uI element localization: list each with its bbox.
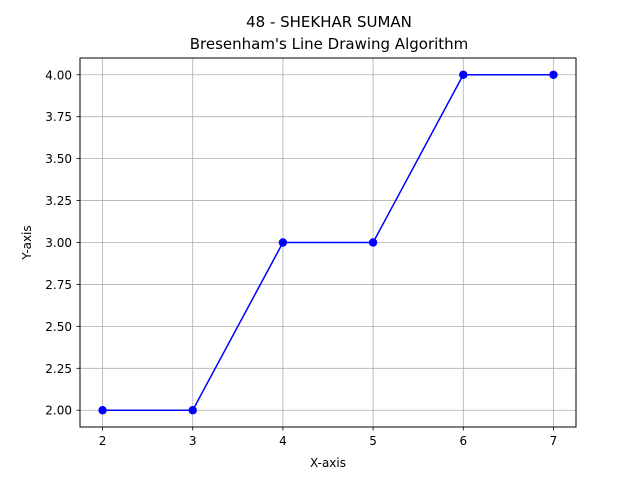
axis-ticks: 2 3 4 5 6 7 2.00 2.25 2.50 2.75 3.00 3.25 3.50 3.75 4.…	[45, 68, 557, 448]
x-tick-label: 6	[459, 434, 467, 448]
y-tick-label: 3.50	[45, 152, 72, 166]
x-axis-label: X-axis	[310, 456, 346, 470]
plot-frame	[79, 57, 577, 428]
x-tick-label: 4	[279, 434, 287, 448]
y-tick-label: 4.00	[45, 68, 72, 82]
y-axis-label: Y-axis	[20, 225, 34, 260]
grid-lines	[80, 58, 576, 427]
chart-title: 48 - SHEKHAR SUMAN	[246, 13, 412, 31]
chart-subtitle: Bresenham's Line Drawing Algorithm	[190, 35, 469, 53]
series-line	[102, 74, 554, 411]
y-tick-label: 3.00	[45, 236, 72, 250]
x-tick-label: 5	[369, 434, 377, 448]
data-point	[278, 238, 288, 247]
y-tick-label: 2.75	[45, 278, 72, 292]
series-layer	[98, 70, 558, 415]
y-tick-label: 3.25	[45, 194, 72, 208]
y-tick-label: 2.00	[45, 404, 72, 418]
data-point	[368, 238, 378, 247]
y-tick-label: 2.25	[45, 362, 72, 376]
x-tick-label: 2	[99, 434, 107, 448]
x-tick-label: 7	[550, 434, 558, 448]
data-point	[188, 406, 197, 415]
y-tick-label: 3.75	[45, 110, 72, 124]
data-point	[459, 70, 468, 79]
data-point	[98, 406, 107, 415]
data-point	[549, 70, 558, 79]
y-tick-label: 2.50	[45, 320, 72, 334]
x-tick-label: 3	[189, 434, 197, 448]
